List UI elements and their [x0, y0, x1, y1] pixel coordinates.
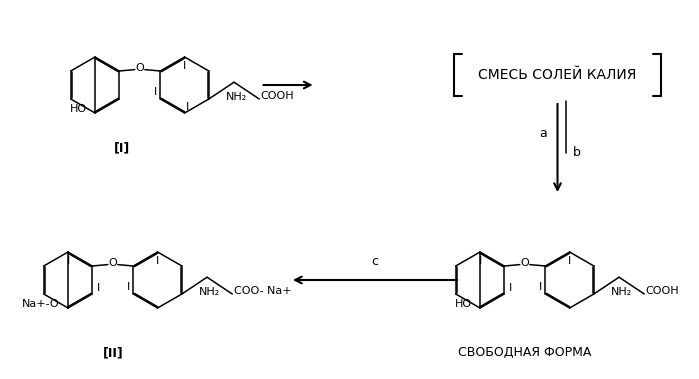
Text: O: O: [108, 258, 117, 268]
Text: HO: HO: [454, 299, 472, 309]
Text: NH₂: NH₂: [226, 92, 247, 102]
Text: I: I: [127, 282, 131, 292]
Text: I: I: [478, 256, 482, 266]
Text: I: I: [96, 283, 100, 293]
Text: COO- Na+: COO- Na+: [233, 286, 291, 296]
Text: b: b: [572, 146, 580, 159]
Text: [I]: [I]: [114, 141, 130, 154]
Text: I: I: [183, 61, 186, 71]
Text: HO: HO: [69, 104, 87, 114]
Text: I: I: [66, 256, 70, 266]
Text: I: I: [154, 87, 157, 97]
Text: СВОБОДНАЯ ФОРМА: СВОБОДНАЯ ФОРМА: [458, 346, 591, 359]
Text: NH₂: NH₂: [199, 287, 220, 297]
Text: c: c: [371, 255, 378, 268]
Text: NH₂: NH₂: [611, 287, 633, 297]
Text: СМЕСЬ СОЛЕЙ КАЛИЯ: СМЕСЬ СОЛЕЙ КАЛИЯ: [478, 68, 637, 82]
Text: COOH: COOH: [646, 286, 679, 296]
Text: I: I: [568, 256, 571, 266]
Text: I: I: [540, 282, 542, 292]
Text: COOH: COOH: [261, 91, 294, 101]
Text: O: O: [521, 258, 529, 268]
Text: I: I: [508, 283, 512, 293]
Text: a: a: [540, 127, 547, 140]
Text: I: I: [186, 102, 189, 113]
Text: O: O: [136, 63, 144, 73]
Text: Na+-O: Na+-O: [22, 299, 59, 309]
Text: I: I: [156, 256, 159, 266]
Text: [II]: [II]: [103, 346, 123, 359]
